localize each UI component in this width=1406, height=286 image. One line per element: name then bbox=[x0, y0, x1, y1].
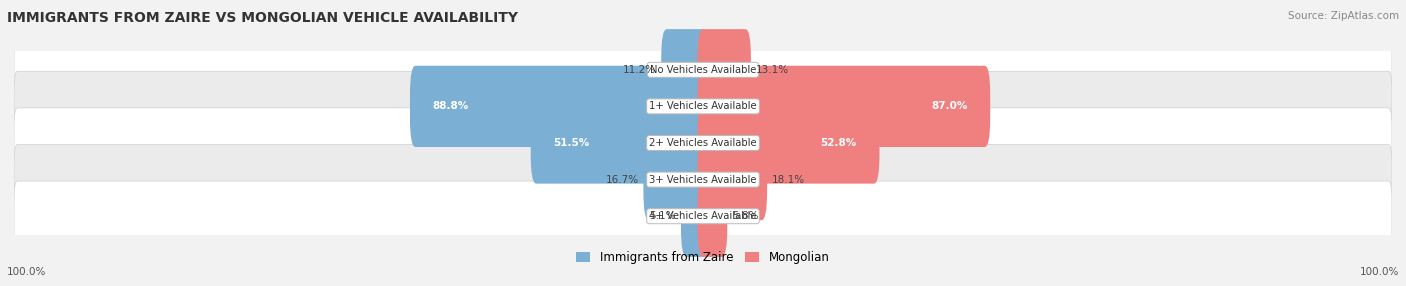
Text: IMMIGRANTS FROM ZAIRE VS MONGOLIAN VEHICLE AVAILABILITY: IMMIGRANTS FROM ZAIRE VS MONGOLIAN VEHIC… bbox=[7, 11, 517, 25]
Text: 87.0%: 87.0% bbox=[931, 102, 967, 111]
Text: No Vehicles Available: No Vehicles Available bbox=[650, 65, 756, 75]
Text: 5.1%: 5.1% bbox=[650, 211, 676, 221]
FancyBboxPatch shape bbox=[14, 144, 1392, 215]
Text: 16.7%: 16.7% bbox=[606, 175, 638, 184]
Text: 4+ Vehicles Available: 4+ Vehicles Available bbox=[650, 211, 756, 221]
Text: 1+ Vehicles Available: 1+ Vehicles Available bbox=[650, 102, 756, 111]
Text: 88.8%: 88.8% bbox=[433, 102, 470, 111]
FancyBboxPatch shape bbox=[530, 102, 709, 184]
FancyBboxPatch shape bbox=[14, 71, 1392, 142]
FancyBboxPatch shape bbox=[697, 176, 727, 257]
FancyBboxPatch shape bbox=[14, 181, 1392, 251]
Text: 11.2%: 11.2% bbox=[623, 65, 657, 75]
FancyBboxPatch shape bbox=[14, 35, 1392, 105]
Text: 100.0%: 100.0% bbox=[1360, 267, 1399, 277]
Text: 18.1%: 18.1% bbox=[772, 175, 806, 184]
Text: Source: ZipAtlas.com: Source: ZipAtlas.com bbox=[1288, 11, 1399, 21]
FancyBboxPatch shape bbox=[644, 139, 709, 220]
FancyBboxPatch shape bbox=[681, 176, 709, 257]
Text: 100.0%: 100.0% bbox=[7, 267, 46, 277]
Legend: Immigrants from Zaire, Mongolian: Immigrants from Zaire, Mongolian bbox=[572, 247, 834, 269]
FancyBboxPatch shape bbox=[697, 29, 751, 110]
Text: 5.8%: 5.8% bbox=[733, 211, 759, 221]
FancyBboxPatch shape bbox=[411, 66, 709, 147]
Text: 13.1%: 13.1% bbox=[756, 65, 789, 75]
FancyBboxPatch shape bbox=[661, 29, 709, 110]
Text: 3+ Vehicles Available: 3+ Vehicles Available bbox=[650, 175, 756, 184]
FancyBboxPatch shape bbox=[697, 139, 768, 220]
Text: 2+ Vehicles Available: 2+ Vehicles Available bbox=[650, 138, 756, 148]
FancyBboxPatch shape bbox=[697, 66, 990, 147]
FancyBboxPatch shape bbox=[14, 108, 1392, 178]
Text: 52.8%: 52.8% bbox=[821, 138, 856, 148]
Text: 51.5%: 51.5% bbox=[554, 138, 589, 148]
FancyBboxPatch shape bbox=[697, 102, 880, 184]
